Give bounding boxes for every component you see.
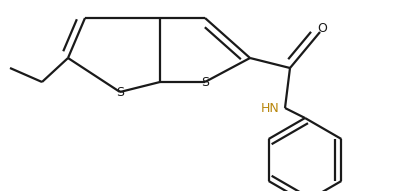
Text: HN: HN	[260, 101, 279, 114]
Text: S: S	[201, 75, 209, 88]
Text: O: O	[317, 22, 327, 35]
Text: S: S	[116, 86, 124, 99]
